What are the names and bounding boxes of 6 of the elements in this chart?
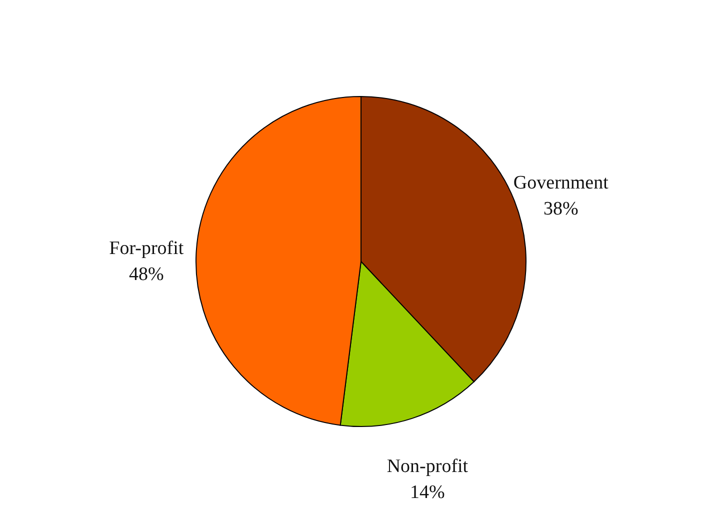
slice-label: Government — [513, 172, 610, 194]
slice-label: Non-profit — [386, 456, 469, 477]
slice-label: For-profit — [109, 238, 184, 259]
data-label: 14% — [410, 482, 446, 503]
data-label: 38% — [543, 198, 578, 220]
data-label: 48% — [129, 264, 164, 285]
